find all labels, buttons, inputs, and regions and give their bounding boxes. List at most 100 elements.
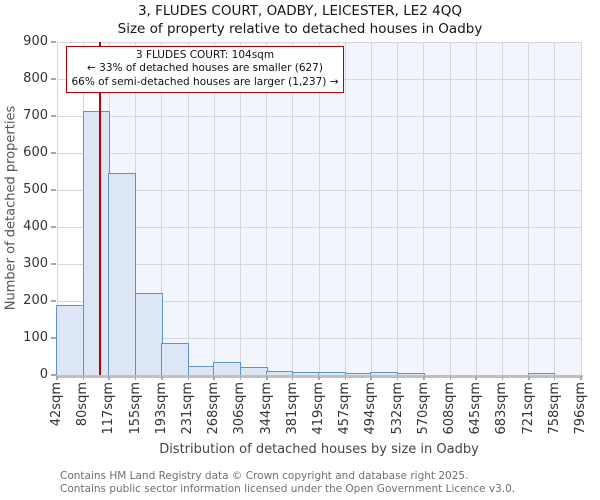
x-tick-label: 80sqm	[75, 382, 91, 427]
y-tick-mark	[51, 41, 56, 43]
histogram-bar	[161, 343, 190, 375]
chart-subtitle: Size of property relative to detached ho…	[117, 21, 483, 37]
y-tick-label: 0	[39, 367, 48, 382]
gridline-vertical	[501, 42, 503, 375]
x-tick-label: 231sqm	[180, 382, 196, 435]
x-tick-mark	[580, 376, 582, 380]
x-tick-mark	[553, 376, 556, 380]
histogram-bar	[56, 305, 85, 375]
gridline-horizontal	[57, 41, 581, 43]
y-tick-label: 700	[23, 108, 48, 123]
gridline-vertical	[423, 42, 425, 375]
x-tick-mark	[475, 376, 477, 380]
x-tick-mark	[501, 376, 504, 380]
x-tick-label: 494sqm	[363, 382, 379, 435]
x-tick-mark	[56, 376, 58, 380]
x-tick-mark	[213, 376, 215, 380]
histogram-bar	[134, 292, 163, 375]
gridline-horizontal	[57, 115, 581, 117]
x-tick-mark	[449, 376, 452, 380]
x-tick-mark	[396, 376, 399, 380]
y-tick-mark	[51, 115, 56, 117]
x-tick-label: 570sqm	[415, 382, 431, 435]
x-tick-mark	[370, 376, 372, 380]
y-tick-label: 300	[23, 256, 48, 271]
y-tick-mark	[51, 152, 56, 154]
y-tick-mark	[51, 189, 56, 191]
plot-area: 3 FLUDES COURT: 104sqm ← 33% of detached…	[56, 41, 583, 378]
histogram-bar	[108, 172, 137, 375]
gridline-vertical	[344, 42, 346, 375]
x-tick-mark	[108, 376, 110, 380]
y-tick-label: 900	[23, 34, 48, 49]
x-tick-label: 758sqm	[546, 382, 562, 435]
annotation-line-2: ← 33% of detached houses are smaller (62…	[87, 62, 323, 75]
x-tick-label: 117sqm	[101, 382, 117, 435]
x-tick-mark	[528, 376, 530, 380]
histogram-bar	[291, 372, 320, 375]
y-tick-mark	[51, 226, 56, 228]
footer-line-1: Contains HM Land Registry data © Crown c…	[60, 470, 469, 482]
gridline-vertical	[187, 42, 189, 375]
histogram-bar	[82, 111, 110, 375]
x-tick-label: 344sqm	[258, 382, 274, 435]
gridline-vertical	[292, 42, 294, 375]
gridline-vertical	[580, 42, 582, 375]
y-tick-mark	[51, 300, 56, 302]
y-tick-mark	[51, 78, 56, 80]
x-tick-label: 42sqm	[49, 382, 64, 427]
annotation-box: 3 FLUDES COURT: 104sqm ← 33% of detached…	[66, 46, 344, 94]
gridline-vertical	[213, 42, 215, 375]
x-axis-label: Distribution of detached houses by size …	[159, 442, 479, 457]
x-tick-mark	[187, 376, 190, 380]
marker-shade-region	[100, 42, 581, 375]
gridline-vertical	[161, 42, 163, 375]
y-tick-mark	[51, 263, 56, 265]
histogram-bar	[266, 370, 294, 375]
x-tick-label: 381sqm	[284, 382, 300, 435]
histogram-bar	[344, 373, 372, 375]
gridline-horizontal	[57, 226, 581, 228]
gridline-vertical	[318, 42, 320, 375]
histogram-bar	[187, 365, 215, 375]
gridline-vertical	[528, 42, 530, 375]
y-tick-mark	[51, 337, 56, 339]
annotation-line-1: 3 FLUDES COURT: 104sqm	[135, 49, 275, 61]
y-tick-label: 600	[23, 145, 48, 160]
x-tick-mark	[318, 376, 320, 380]
y-axis-label: Number of detached properties	[3, 105, 19, 311]
gridline-vertical	[397, 42, 399, 375]
gridline-vertical	[449, 42, 451, 375]
gridline-vertical	[239, 42, 241, 375]
histogram-bar	[318, 372, 347, 375]
gridline-vertical	[266, 42, 268, 375]
gridline-horizontal	[57, 152, 581, 154]
footer-line-2: Contains public sector information licen…	[60, 482, 516, 495]
x-tick-label: 683sqm	[494, 382, 510, 435]
gridline-horizontal	[57, 263, 581, 265]
histogram-bar	[239, 366, 268, 375]
x-tick-label: 306sqm	[232, 382, 248, 435]
gridline-vertical	[554, 42, 556, 375]
x-tick-label: 645sqm	[468, 382, 484, 435]
x-tick-mark	[134, 376, 137, 380]
histogram-bar	[528, 373, 556, 375]
gridline-horizontal	[57, 189, 581, 191]
footer: Contains HM Land Registry data © Crown c…	[60, 470, 515, 495]
x-tick-mark	[291, 376, 294, 380]
x-tick-label: 268sqm	[206, 382, 222, 435]
y-tick-label: 500	[23, 182, 48, 197]
x-tick-label: 457sqm	[337, 382, 353, 435]
x-tick-mark	[161, 376, 163, 380]
gridline-vertical	[56, 42, 58, 375]
x-tick-mark	[239, 376, 242, 380]
chart-title: 3, FLUDES COURT, OADBY, LEICESTER, LE2 4…	[137, 3, 463, 19]
x-tick-mark	[266, 376, 268, 380]
y-tick-label: 200	[23, 293, 48, 308]
marker-line	[99, 42, 102, 375]
x-tick-label: 532sqm	[389, 382, 405, 435]
x-tick-label: 721sqm	[520, 382, 536, 435]
x-tick-mark	[423, 376, 425, 380]
y-tick-label: 800	[23, 71, 48, 86]
